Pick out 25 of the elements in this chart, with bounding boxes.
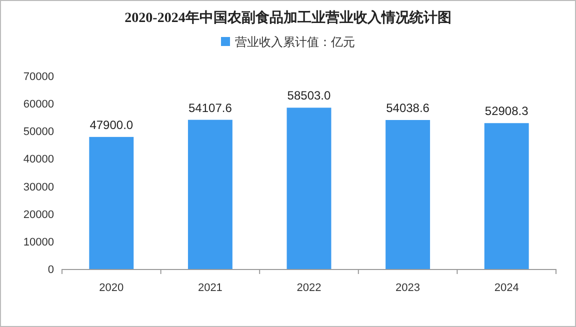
x-tick-label: 2022 xyxy=(296,282,322,294)
data-label: 52908.3 xyxy=(484,104,529,118)
y-tick-label: 20000 xyxy=(23,208,54,221)
data-label: 54038.6 xyxy=(386,101,430,116)
y-tick-label: 30000 xyxy=(23,181,54,194)
y-tick-label: 0 xyxy=(48,264,54,276)
bar xyxy=(484,123,529,269)
data-label: 47900.0 xyxy=(90,118,134,132)
y-tick-label: 50000 xyxy=(23,126,54,138)
y-tick-label: 40000 xyxy=(23,154,54,166)
bar xyxy=(188,120,232,269)
y-tick-label: 10000 xyxy=(23,236,54,248)
chart-title: 2020-2024年中国农副食品加工业营业收入情况统计图 xyxy=(124,9,452,26)
x-tick-label: 2023 xyxy=(396,282,420,294)
x-tick-label: 2021 xyxy=(198,282,222,294)
bar xyxy=(286,108,332,269)
legend-label: 营业收入累计值：亿元 xyxy=(235,35,355,49)
x-tick-label: 2024 xyxy=(494,282,519,294)
y-tick-label: 60000 xyxy=(23,98,54,111)
y-tick-label: 70000 xyxy=(23,71,54,83)
bar xyxy=(89,136,134,269)
data-label: 58503.0 xyxy=(287,88,332,103)
x-tick-label: 2020 xyxy=(99,282,124,294)
bar xyxy=(386,120,430,269)
data-label: 54107.6 xyxy=(188,100,232,115)
